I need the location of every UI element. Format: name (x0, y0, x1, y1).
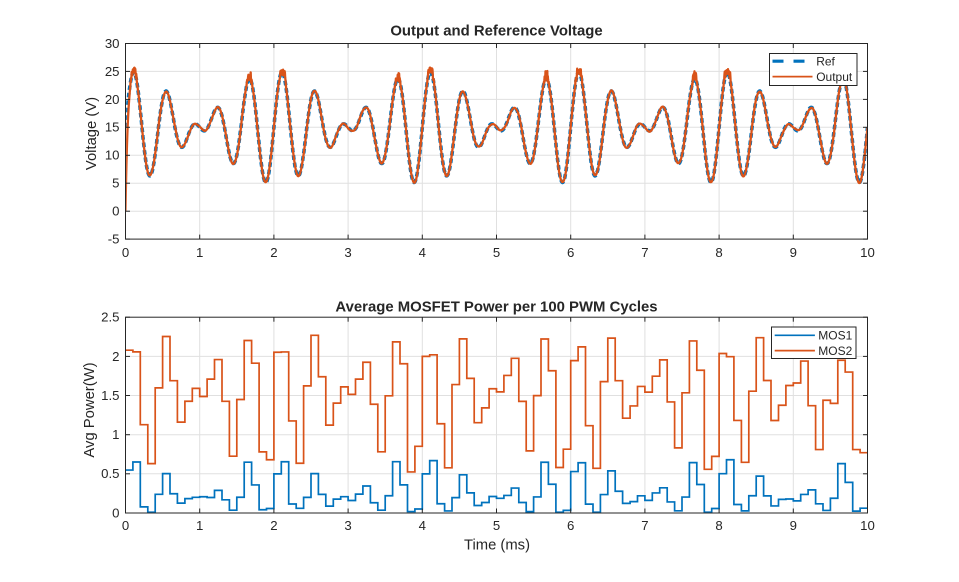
svg-text:Voltage (V): Voltage (V) (84, 97, 100, 170)
svg-text:3: 3 (344, 518, 351, 533)
svg-text:0: 0 (112, 505, 119, 520)
svg-text:3: 3 (344, 245, 351, 260)
svg-text:Output and Reference Voltage: Output and Reference Voltage (390, 24, 602, 40)
svg-text:-5: -5 (108, 232, 120, 247)
svg-text:7: 7 (641, 518, 648, 533)
svg-text:0.5: 0.5 (101, 466, 119, 481)
svg-text:1: 1 (196, 518, 203, 533)
svg-text:30: 30 (105, 36, 120, 51)
svg-text:2: 2 (112, 349, 119, 364)
svg-text:4: 4 (419, 518, 426, 533)
svg-text:7: 7 (641, 245, 648, 260)
svg-text:Time (ms): Time (ms) (464, 538, 530, 554)
svg-text:MOS2: MOS2 (818, 344, 852, 358)
svg-text:MOS1: MOS1 (818, 329, 852, 343)
svg-text:Output: Output (816, 70, 853, 84)
svg-text:1.5: 1.5 (101, 388, 119, 403)
svg-text:5: 5 (112, 176, 119, 191)
svg-text:0: 0 (112, 204, 119, 219)
svg-text:8: 8 (715, 245, 722, 260)
svg-text:5: 5 (493, 245, 500, 260)
svg-text:Average MOSFET Power per 100 P: Average MOSFET Power per 100 PWM Cycles (335, 300, 657, 316)
svg-text:10: 10 (105, 148, 120, 163)
svg-text:10: 10 (860, 245, 875, 260)
svg-text:1: 1 (196, 245, 203, 260)
svg-text:6: 6 (567, 245, 574, 260)
svg-text:9: 9 (790, 518, 797, 533)
svg-text:4: 4 (419, 245, 426, 260)
svg-text:5: 5 (493, 518, 500, 533)
svg-text:0: 0 (122, 245, 129, 260)
svg-text:Avg Power(W): Avg Power(W) (82, 362, 98, 457)
svg-text:2.5: 2.5 (101, 310, 119, 325)
svg-text:6: 6 (567, 518, 574, 533)
svg-text:25: 25 (105, 64, 120, 79)
svg-text:20: 20 (105, 92, 120, 107)
svg-text:2: 2 (270, 245, 277, 260)
svg-text:0: 0 (122, 518, 129, 533)
svg-text:Ref: Ref (816, 54, 835, 68)
svg-text:9: 9 (790, 245, 797, 260)
svg-text:2: 2 (270, 518, 277, 533)
svg-text:8: 8 (715, 518, 722, 533)
svg-text:1: 1 (112, 427, 119, 442)
svg-text:10: 10 (860, 518, 875, 533)
svg-text:15: 15 (105, 120, 120, 135)
